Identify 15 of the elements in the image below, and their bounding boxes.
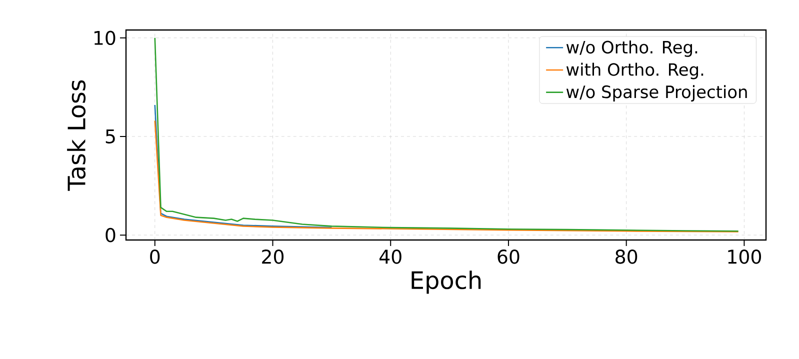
x-tick-label: 100 xyxy=(728,250,761,264)
x-tick-label: 0 xyxy=(150,250,160,264)
x-tick-label: 60 xyxy=(498,250,520,264)
x-tick-label: 20 xyxy=(262,250,284,264)
x-tick-label: 40 xyxy=(379,250,402,264)
x-axis-title: Epoch xyxy=(412,270,481,294)
legend-label: with Ortho. Reg. xyxy=(566,62,704,80)
legend-label: w/o Ortho. Reg. xyxy=(566,40,698,57)
y-tick-label: 5 xyxy=(106,129,115,144)
y-tick-label: 0 xyxy=(106,228,116,242)
x-tick-label: 80 xyxy=(616,250,638,264)
y-axis-title: Task Loss xyxy=(67,80,86,191)
line-series xyxy=(154,120,739,232)
legend-label: w/o Sparse Projection xyxy=(566,85,747,102)
y-tick-label: 10 xyxy=(94,30,116,46)
